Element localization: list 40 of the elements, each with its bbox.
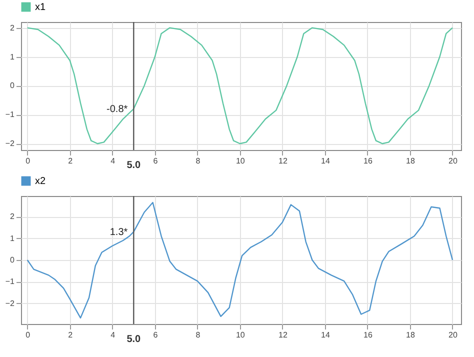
y-tick-label: 0 [10, 256, 16, 264]
legend-label: x1 [35, 2, 46, 13]
x-tick-label: 12 [278, 330, 288, 340]
x-tick-label: 6 [153, 156, 158, 166]
x-tick-label: 14 [321, 330, 330, 340]
x-tick-label: 10 [236, 156, 246, 166]
x-tick-label: 2 [68, 156, 74, 166]
x-tick-label: 16 [364, 330, 373, 340]
x-tick-label: 8 [196, 156, 201, 166]
annotation: 1.3* [110, 226, 128, 238]
x-tick-label: 20 [448, 330, 458, 340]
x-tick-label: 2 [68, 330, 74, 340]
x-tick-label: 0 [26, 156, 31, 166]
y-tick-label: −2 [5, 298, 16, 308]
x-tick-label: 20 [448, 156, 458, 166]
x-tick-label: 8 [196, 330, 201, 340]
legend-label: x2 [35, 176, 46, 187]
x-tick-label: 12 [278, 156, 288, 166]
x-tick-label: 18 [406, 156, 416, 166]
x-tick-label: 6 [153, 330, 158, 340]
ref-line-label: 5.0 [126, 160, 142, 171]
y-tick-label: 0 [10, 81, 16, 90]
line-series [26, 202, 454, 319]
y-tick-label: 1 [10, 234, 16, 243]
y-tick-label: −2 [5, 139, 16, 148]
x-tick-label: 0 [26, 330, 31, 340]
annotation: -0.8* [106, 104, 128, 115]
line-series [26, 27, 454, 144]
x-tick-label: 14 [321, 156, 330, 166]
y-tick-label: 1 [10, 52, 16, 62]
x-tick-label: 4 [110, 330, 116, 340]
ref-line-label: 5.0 [126, 334, 142, 345]
y-tick-label: 2 [10, 23, 16, 32]
y-tick-label: 2 [10, 212, 16, 222]
x-tick-label: 16 [364, 156, 373, 166]
y-tick-label: −1 [5, 277, 16, 286]
x-tick-label: 4 [110, 156, 116, 166]
x-tick-label: 10 [236, 330, 246, 340]
y-tick-label: −1 [5, 110, 16, 120]
x-tick-label: 18 [406, 330, 416, 340]
